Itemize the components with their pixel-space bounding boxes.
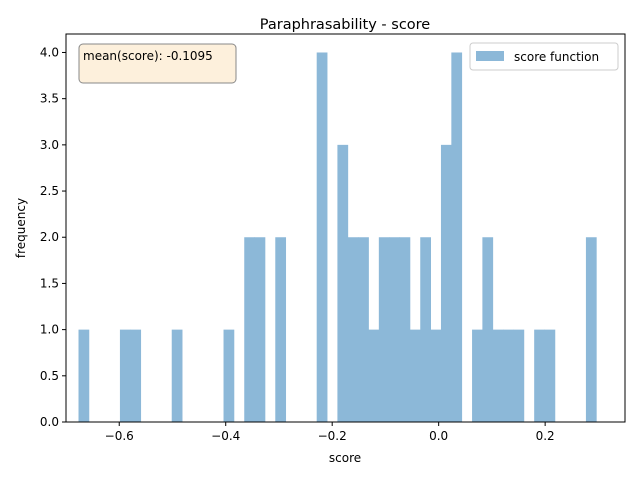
histogram-bar-0	[78, 329, 90, 422]
histogram-bar-5	[244, 237, 255, 422]
histogram-bar-7	[275, 237, 287, 422]
histogram-bar-19	[440, 144, 452, 423]
y-tick-label-0: 0.0	[40, 415, 59, 429]
legend-label: score function	[514, 50, 599, 64]
histogram-bar-21	[472, 329, 483, 422]
x-tick-label-1: −0.4	[211, 429, 240, 443]
histogram-bar-15	[399, 237, 411, 422]
histogram-bar-6	[254, 237, 266, 422]
y-tick-label-6: 3.0	[40, 138, 59, 152]
y-tick-label-7: 3.5	[40, 92, 59, 106]
histogram-bar-1	[119, 329, 131, 422]
histogram-bar-22	[482, 237, 494, 422]
histogram-bar-27	[544, 329, 556, 422]
y-tick-label-3: 1.5	[40, 276, 59, 290]
y-tick-label-1: 0.5	[40, 369, 59, 383]
plot-frame	[65, 33, 626, 423]
histogram-bar-28	[585, 237, 597, 422]
histogram-bar-20	[451, 52, 463, 422]
x-tick-label-3: 0.0	[429, 429, 448, 443]
x-axis-ticks: −0.6 −0.4 −0.2 0.0 0.2	[105, 422, 555, 443]
histogram-bar-14	[389, 237, 400, 422]
histogram-bar-3	[171, 329, 183, 422]
histogram-bar-25	[513, 329, 525, 422]
histogram-bar-23	[492, 329, 504, 422]
histogram-bars	[78, 52, 597, 423]
histogram-bar-24	[503, 329, 514, 422]
x-tick-label-2: −0.2	[318, 429, 347, 443]
histogram-bar-17	[420, 237, 431, 422]
y-tick-label-8: 4.0	[40, 45, 59, 59]
legend-swatch	[476, 51, 504, 61]
x-tick-label-0: −0.6	[105, 429, 134, 443]
x-axis-label: score	[329, 451, 361, 465]
histogram-bar-16	[409, 329, 421, 422]
mean-annotation-text: mean(score): -0.1095	[83, 49, 213, 63]
y-tick-label-5: 2.5	[40, 184, 59, 198]
mean-annotation: mean(score): -0.1095	[78, 43, 237, 84]
histogram-bar-9	[337, 144, 349, 423]
chart-title: Paraphrasability - score	[260, 17, 431, 33]
legend: score function	[469, 42, 619, 71]
histogram-bar-26	[534, 329, 545, 422]
histogram-bar-2	[130, 329, 142, 422]
y-tick-label-4: 2.0	[40, 230, 59, 244]
y-tick-label-2: 1.0	[40, 323, 59, 337]
x-tick-label-4: 0.2	[536, 429, 555, 443]
histogram-bar-4	[223, 329, 235, 422]
y-axis-ticks: 0.0 0.5 1.0 1.5 2.0 2.5 3.0 3.5 4.0	[40, 45, 66, 429]
histogram-bar-13	[378, 237, 390, 422]
histogram-bar-18	[430, 329, 442, 422]
y-axis-label: frequency	[14, 198, 28, 258]
histogram-bar-11	[358, 237, 369, 422]
histogram-bar-12	[368, 329, 380, 422]
legend-box	[469, 42, 619, 71]
histogram-bar-10	[347, 237, 359, 422]
histogram-bar-8	[316, 52, 328, 422]
mean-annotation-box	[78, 43, 237, 84]
